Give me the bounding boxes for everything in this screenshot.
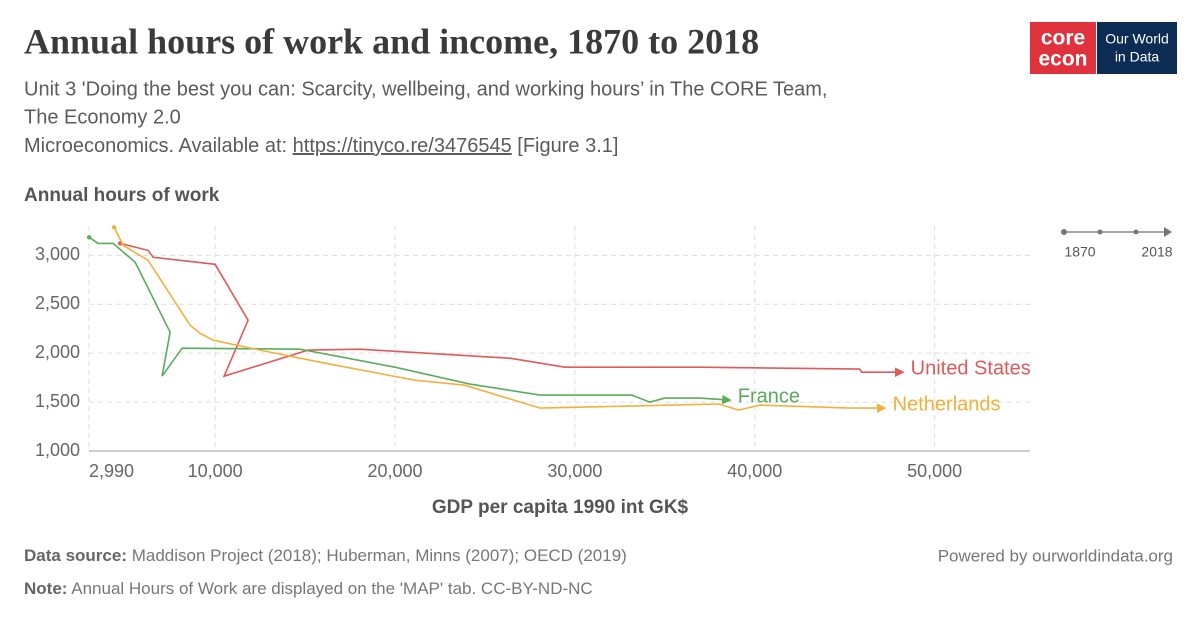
y-tick-label: 1,000	[35, 440, 80, 460]
subtitle: Unit 3 'Doing the best you can: Scarcity…	[24, 78, 827, 100]
footer-text: Maddison Project (2018); Huberman, Minns…	[132, 546, 627, 565]
footer-note: Note: Annual Hours of Work are displayed…	[24, 579, 593, 598]
x-tick-label: 20,000	[367, 461, 422, 481]
x-tick-label: 10,000	[188, 461, 243, 481]
logo-text: Our World	[1105, 31, 1169, 47]
x-tick-label: 30,000	[547, 461, 602, 481]
timeline-label: 2018	[1141, 244, 1172, 260]
series-label: Netherlands	[893, 393, 1001, 415]
subtitle: [Figure 3.1]	[517, 135, 618, 157]
logo-text: core	[1041, 27, 1085, 50]
y-tick-label: 3,000	[35, 244, 80, 264]
timeline-handle[interactable]	[1164, 227, 1172, 237]
plot: 1,000 1,500 2,000 2,500 3,000 2,990 10,000 20,0…	[35, 225, 1031, 481]
x-tick-label: 40,000	[727, 461, 782, 481]
link[interactable]: https://tinyco.re/3476545	[293, 135, 512, 157]
series-start	[111, 225, 117, 230]
timeline-label: 1870	[1064, 244, 1095, 260]
x-tick-label: 2,990	[89, 461, 134, 481]
timeline-dot	[1097, 229, 1103, 235]
series-line	[113, 227, 887, 413]
y-axis-title: Annual hours of work	[24, 185, 220, 206]
subtitle: Microeconomics. Available at: https://ti…	[24, 135, 618, 157]
footer-label: Data source:	[24, 546, 127, 565]
x-tick-label: 50,000	[907, 461, 962, 481]
logo-owid[interactable]	[1097, 22, 1177, 74]
series-line	[88, 236, 732, 405]
y-tick-label: 2,500	[35, 293, 80, 313]
timeline-dot	[1133, 229, 1139, 235]
subtitle: The Economy 2.0	[24, 106, 181, 128]
series-start	[86, 235, 92, 240]
footer-source: Data source: Maddison Project (2018); Hu…	[24, 546, 627, 565]
footer-powered[interactable]: Powered by ourworldindata.org	[938, 546, 1173, 565]
footer-label: Note:	[24, 579, 67, 598]
subtitle: Microeconomics. Available at:	[24, 135, 287, 157]
chart-title: Annual hours of work and income, 1870 to…	[24, 21, 759, 61]
series-label: France	[738, 385, 800, 407]
logo-text: econ	[1038, 48, 1087, 71]
series-label: United States	[911, 357, 1031, 379]
footer-text: Annual Hours of Work are displayed on th…	[71, 579, 592, 598]
y-tick-label: 1,500	[35, 391, 80, 411]
timeline-handle[interactable]	[1061, 229, 1067, 235]
logo-text: in Data	[1115, 49, 1160, 65]
x-axis-title: GDP per capita 1990 int GK$	[432, 497, 689, 518]
y-tick-label: 2,000	[35, 342, 80, 362]
logo-core[interactable]	[1030, 22, 1096, 74]
series-line	[120, 242, 905, 378]
